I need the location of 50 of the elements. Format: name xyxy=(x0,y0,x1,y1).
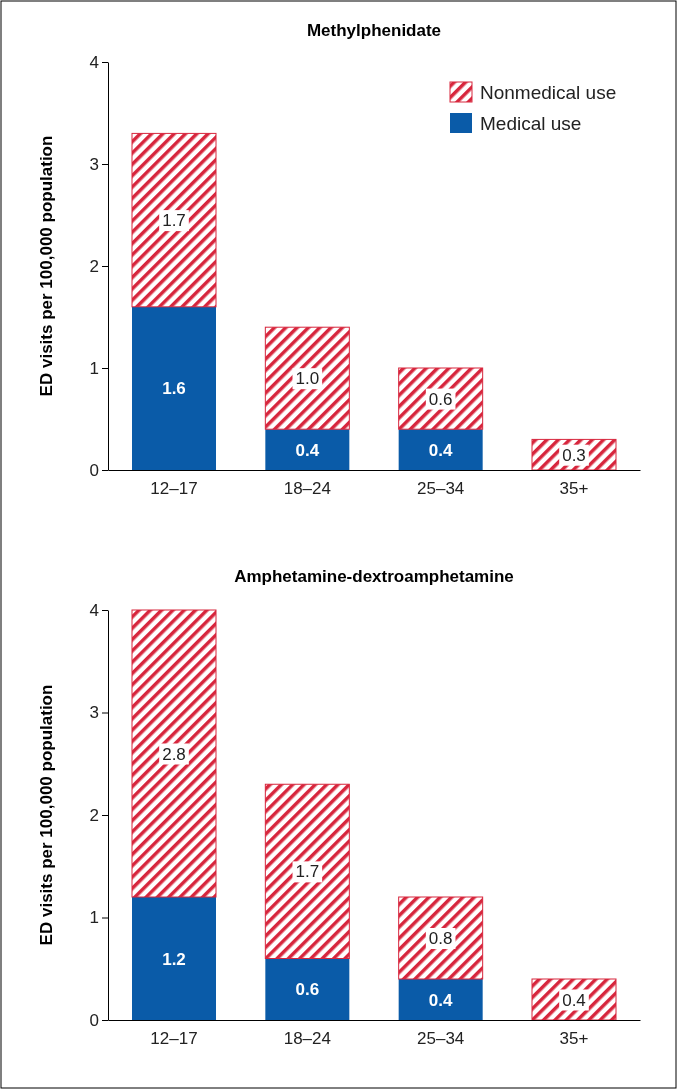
bar xyxy=(131,132,217,308)
bar xyxy=(132,897,216,1020)
data-label: 0.3 xyxy=(562,445,586,465)
bar xyxy=(264,326,350,430)
bar xyxy=(265,958,350,1020)
bar xyxy=(398,979,483,1020)
chart-title: Amphetamine-dextroamphetamine xyxy=(234,567,514,586)
x-tick-label: 18–24 xyxy=(283,479,331,499)
y-tick-label: 1 xyxy=(89,908,99,928)
data-label: 0.4 xyxy=(428,440,454,460)
data-label: 0.6 xyxy=(428,389,453,409)
data-label: 0.4 xyxy=(562,990,586,1010)
data-label: 0.8 xyxy=(428,929,453,948)
y-tick-label: 4 xyxy=(89,600,99,620)
x-tick-label: 12–17 xyxy=(150,1029,198,1049)
y-tick-label: 4 xyxy=(89,52,99,72)
x-tick-label: 18–24 xyxy=(283,1029,331,1049)
data-label: 0.4 xyxy=(295,440,320,460)
y-tick-label: 3 xyxy=(89,703,99,723)
bar xyxy=(264,783,350,959)
legend-label: Nonmedical use xyxy=(480,82,617,103)
bar xyxy=(398,367,484,430)
bar xyxy=(398,896,484,980)
x-tick-label: 35+ xyxy=(559,1029,589,1049)
data-label: 0.6 xyxy=(295,980,320,1000)
y-axis-title: ED visits per 100,000 population xyxy=(37,135,56,397)
x-tick-label: 25–34 xyxy=(417,1029,465,1049)
x-tick-label: 12–17 xyxy=(150,479,198,499)
bar xyxy=(131,609,217,898)
bar xyxy=(265,429,350,470)
data-label: 2.8 xyxy=(162,744,186,764)
y-tick-label: 3 xyxy=(89,154,99,174)
legend-label: Medical use xyxy=(480,113,582,134)
y-axis-title: ED visits per 100,000 population xyxy=(37,684,56,946)
bar xyxy=(398,429,483,470)
data-label: 1.6 xyxy=(162,379,186,399)
data-label: 1.2 xyxy=(162,949,186,969)
y-tick-label: 1 xyxy=(89,358,99,378)
data-label: 1.7 xyxy=(295,862,320,882)
x-tick-label: 25–34 xyxy=(417,479,465,499)
y-tick-label: 0 xyxy=(89,1010,99,1030)
data-label: 0.4 xyxy=(428,990,454,1010)
bar xyxy=(132,306,216,470)
x-tick-label: 35+ xyxy=(559,479,589,499)
data-label: 1.0 xyxy=(295,369,320,389)
y-tick-label: 2 xyxy=(89,256,99,276)
chart-title: Methylphenidate xyxy=(306,21,442,40)
y-tick-label: 0 xyxy=(89,460,99,480)
data-label: 1.7 xyxy=(162,211,186,231)
y-tick-label: 2 xyxy=(89,805,99,825)
